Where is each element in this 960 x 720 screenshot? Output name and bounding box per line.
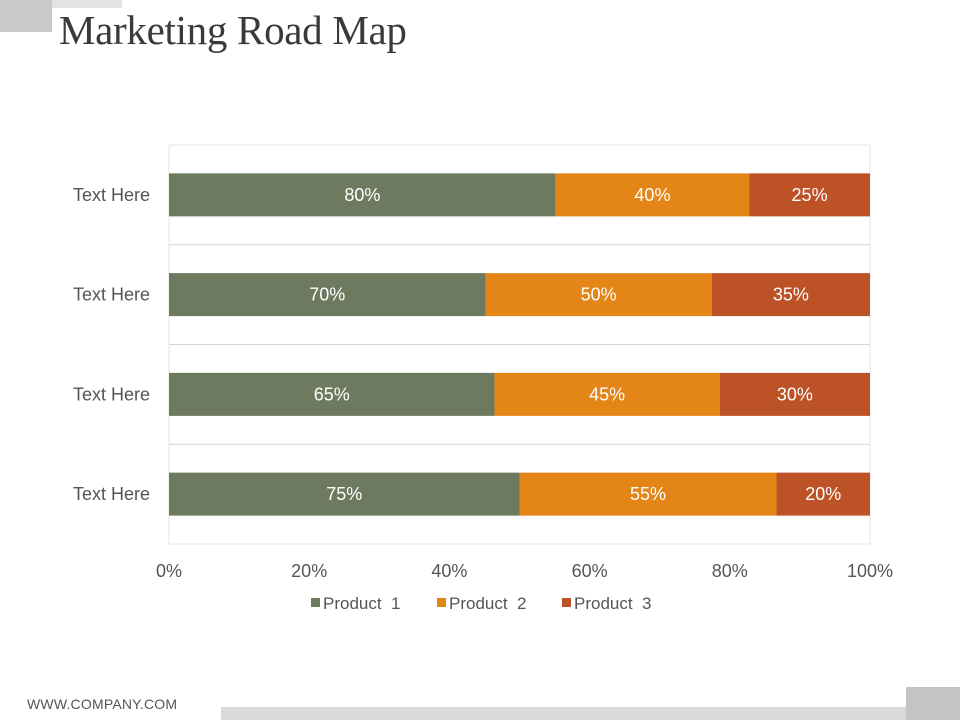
legend-swatch (437, 598, 446, 607)
bar-segment (169, 472, 520, 516)
bar-segment (555, 173, 750, 217)
footer-block (906, 687, 960, 720)
x-tick-label: 20% (291, 561, 327, 581)
x-tick-label: 80% (712, 561, 748, 581)
data-label: 30% (777, 384, 813, 404)
bar-segment (711, 273, 870, 317)
corner-decoration-top (0, 0, 52, 32)
legend-label: Product 2 (449, 594, 527, 613)
footer-url: WWW.COMPANY.COM (27, 696, 178, 712)
bar-segment (719, 372, 870, 416)
data-label: 40% (634, 185, 670, 205)
data-label: 50% (581, 285, 617, 305)
data-label: 25% (792, 185, 828, 205)
data-label: 45% (589, 384, 625, 404)
category-label: Text Here (73, 384, 150, 404)
bar-segment (169, 372, 495, 416)
corner-strip-top (52, 0, 122, 8)
bar-segment (494, 372, 720, 416)
data-label: 20% (805, 484, 841, 504)
category-label: Text Here (73, 185, 150, 205)
data-label: 55% (630, 484, 666, 504)
legend-swatch (562, 598, 571, 607)
bar-segment (485, 273, 712, 317)
x-tick-label: 0% (156, 561, 182, 581)
x-tick-label: 40% (431, 561, 467, 581)
bar-segment (776, 472, 870, 516)
data-label: 80% (344, 185, 380, 205)
bar-segment (749, 173, 870, 217)
data-label: 35% (773, 285, 809, 305)
legend-swatch (311, 598, 320, 607)
category-label: Text Here (73, 285, 150, 305)
legend-label: Product 1 (323, 594, 401, 613)
bar-segment (519, 472, 777, 516)
footer-bar (221, 707, 906, 720)
x-tick-label: 100% (847, 561, 893, 581)
data-label: 70% (309, 285, 345, 305)
category-label: Text Here (73, 484, 150, 504)
bar-segment (169, 273, 486, 317)
data-label: 65% (314, 384, 350, 404)
bar-segment (169, 173, 556, 217)
x-tick-label: 60% (572, 561, 608, 581)
legend-label: Product 3 (574, 594, 652, 613)
data-label: 75% (326, 484, 362, 504)
page-title: Marketing Road Map (59, 7, 407, 53)
